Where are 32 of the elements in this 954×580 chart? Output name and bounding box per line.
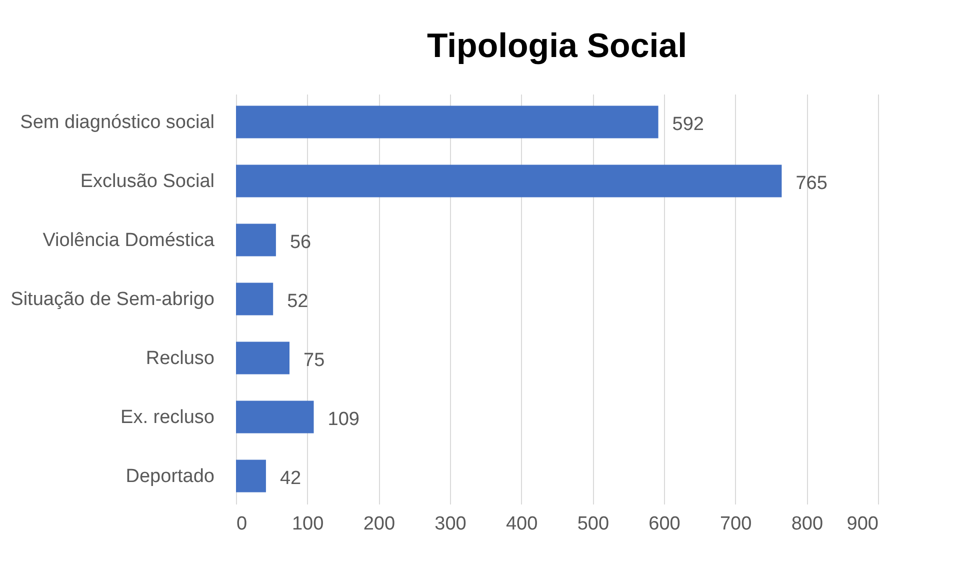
- data-label: 592: [672, 114, 704, 136]
- x-tick-label: 300: [434, 514, 466, 534]
- y-tick-label: Situação de Sem-abrigo: [10, 289, 214, 310]
- data-label: 765: [796, 173, 828, 194]
- chart-title: Tipologia Social: [426, 27, 688, 65]
- y-tick-label: Deportado: [126, 466, 214, 487]
- bar: [236, 460, 266, 492]
- y-tick-label: Exclusão Social: [80, 171, 214, 192]
- x-tick-label: 800: [791, 514, 824, 534]
- x-tick-label: 100: [292, 514, 324, 534]
- x-tick-label: 600: [648, 514, 680, 534]
- x-tick-label: 0: [236, 514, 248, 534]
- bar: [236, 224, 276, 256]
- data-label: 109: [328, 408, 360, 430]
- x-tick-label: 400: [506, 514, 538, 534]
- x-tick-label: 700: [720, 514, 752, 534]
- y-tick-label: Ex. recluso: [120, 406, 214, 428]
- bar: [236, 400, 314, 434]
- x-tick-label: 200: [363, 514, 396, 534]
- data-label: 75: [304, 350, 325, 371]
- bar: [236, 282, 274, 316]
- data-label: 52: [287, 291, 308, 312]
- y-tick-label: Violência Doméstica: [42, 230, 215, 252]
- y-tick-label: Recluso: [146, 348, 214, 369]
- data-label: 42: [280, 468, 302, 489]
- x-tick-label: 900: [846, 514, 878, 534]
- x-tick-label: 500: [577, 514, 610, 534]
- bar: [236, 106, 658, 138]
- data-label: 56: [290, 232, 312, 254]
- y-tick-label: Sem diagnóstico social: [20, 112, 214, 134]
- bar: [236, 164, 782, 198]
- bar: [236, 342, 290, 374]
